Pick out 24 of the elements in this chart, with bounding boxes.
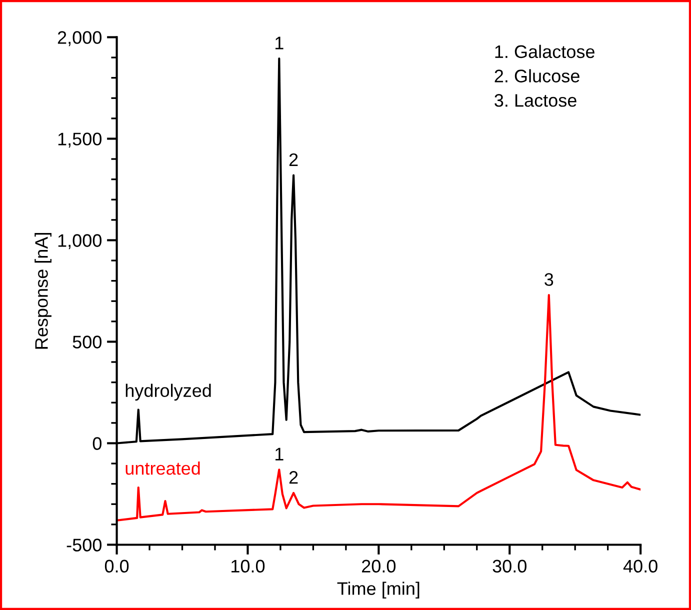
y-axis-title: Response [nA] [34, 233, 52, 349]
x-tick-label: 0.0 [104, 560, 129, 573]
x-tick-label: 30.0 [492, 560, 526, 573]
annotation: 1 [276, 448, 284, 460]
annotation: 1 [276, 36, 284, 50]
annotation: 1. Galactose [495, 44, 594, 58]
y-tick-label: 2,000 [58, 31, 102, 46]
annotation: 2 [289, 471, 298, 484]
annotation: 3 [544, 273, 554, 286]
annotation: 2. Glucose [494, 69, 580, 82]
y-tick-label: 0 [92, 437, 102, 450]
y-tick-label: 1,000 [58, 234, 102, 250]
annotation: 3. Lactose [494, 94, 576, 107]
x-axis-title: Time [min] [337, 582, 420, 599]
y-tick-label: 1,500 [58, 132, 102, 148]
annotation: 2 [289, 153, 298, 166]
x-tick-label: 40.0 [623, 560, 658, 573]
series-label: hydrolyzed [126, 384, 211, 401]
x-tick-label: 10.0 [232, 560, 265, 573]
y-tick-label: 500 [72, 336, 102, 348]
series-label: untreated [126, 462, 200, 475]
line-series [116, 294, 641, 522]
y-tick-label: -500 [66, 538, 102, 552]
x-tick-label: 20.0 [362, 560, 396, 573]
